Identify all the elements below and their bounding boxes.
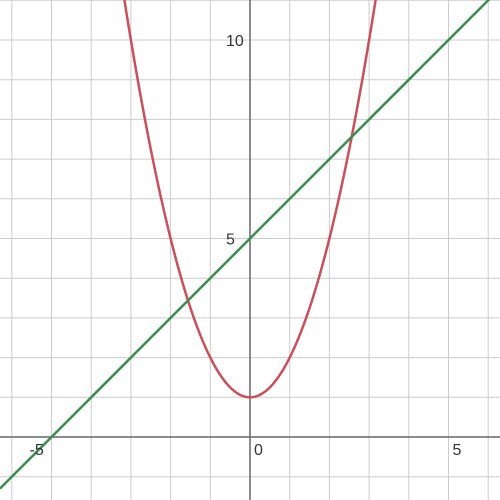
svg-text:10: 10	[226, 33, 244, 50]
plot-svg: -5 0 5 5 10	[0, 0, 500, 500]
svg-text:5: 5	[226, 232, 235, 249]
function-plot-chart: -5 0 5 5 10	[0, 0, 500, 500]
svg-text:5: 5	[453, 442, 462, 459]
svg-text:-5: -5	[30, 442, 44, 459]
svg-text:0: 0	[254, 442, 263, 459]
